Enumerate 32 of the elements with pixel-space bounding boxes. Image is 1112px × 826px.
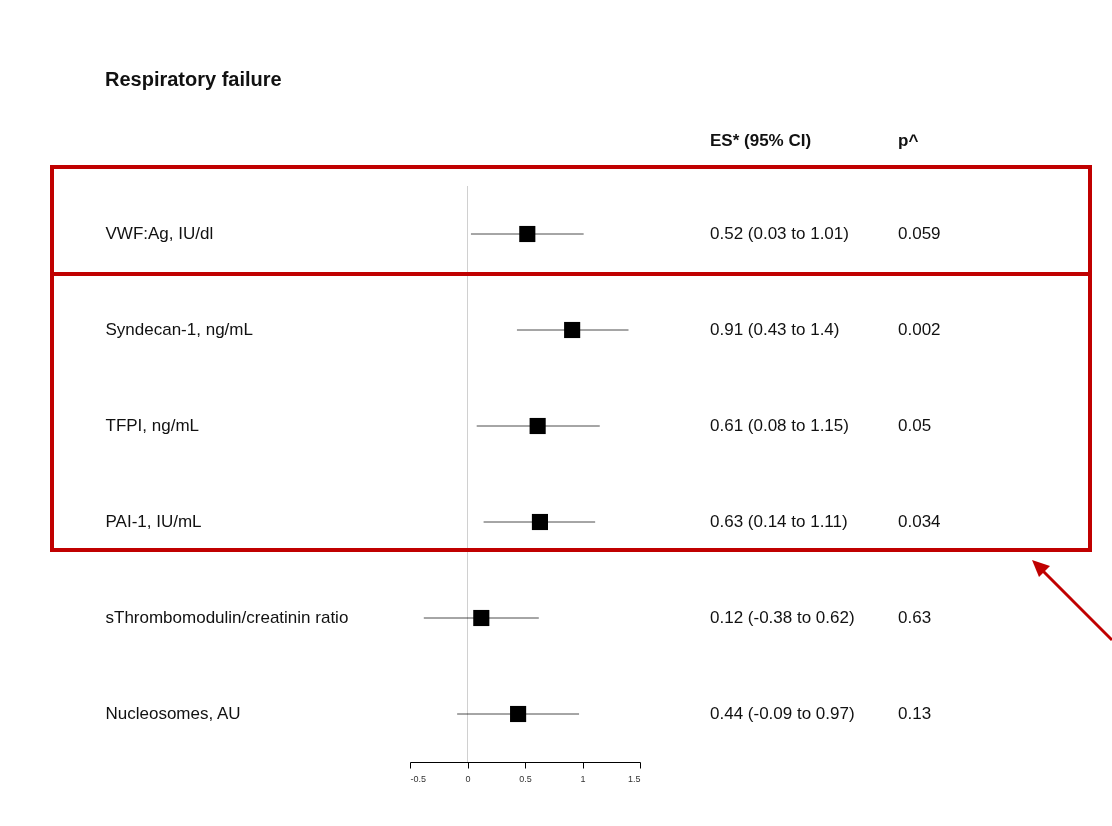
text: 0.91 (0.43 to 1.4) [710,320,840,339]
x-tick-label: 1.5 [627,773,641,784]
y-tick-label: sThrombomodulin/creatinin ratio [105,608,349,627]
x-tick-label: -0.5 [410,773,427,784]
text: ES* (95% CI) [710,131,812,150]
text: 0.44 (-0.09 to 0.97) [710,704,855,723]
x-tick-label: 1 [580,773,586,784]
text: 0.52 (0.03 to 1.01) [710,224,849,243]
text: 0.12 (-0.38 to 0.62) [710,608,855,627]
point [473,609,490,627]
text: 0.059 [898,224,941,243]
text: p^ [898,131,919,150]
text: Respiratory failure [105,68,282,90]
text: 0.002 [898,320,941,339]
y-tick-label: VWF:Ag, IU/dl [105,224,214,243]
text: 0.61 (0.08 to 1.15) [710,416,849,435]
text: 0.63 [898,608,932,627]
y-tick-label: PAI-1, IU/mL [105,512,202,531]
point [531,513,549,531]
text: 0.034 [898,512,941,531]
x-tick-label: 0 [465,773,471,784]
y-tick-label: Syndecan-1, ng/mL [105,320,253,339]
text: 0.05 [898,416,932,435]
y-tick-label: TFPI, ng/mL [105,416,200,435]
x-tick-label: 0.5 [519,773,532,784]
text: 0.63 (0.14 to 1.11) [710,512,848,531]
point [510,705,527,723]
text: 0.13 [898,704,932,723]
point [564,321,581,339]
point [529,417,546,435]
y-tick-label: Nucleosomes, AU [105,704,241,723]
point [519,225,536,243]
